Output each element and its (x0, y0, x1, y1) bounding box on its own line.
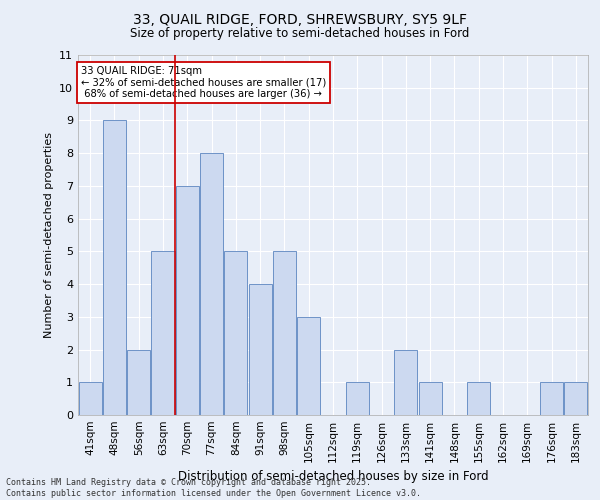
Bar (200, 153, 223, 415)
Text: 33 QUAIL RIDGE: 71sqm
← 32% of semi-detached houses are smaller (17)
 68% of sem: 33 QUAIL RIDGE: 71sqm ← 32% of semi-deta… (80, 66, 326, 99)
Bar (79, 382, 101, 415)
Text: Size of property relative to semi-detached houses in Ford: Size of property relative to semi-detach… (130, 28, 470, 40)
Bar (394, 350, 418, 415)
Bar (467, 382, 490, 415)
Bar (419, 382, 442, 415)
Y-axis label: Number of semi-detached properties: Number of semi-detached properties (44, 132, 53, 338)
Bar (565, 382, 587, 415)
Bar (248, 284, 272, 415)
X-axis label: Distribution of semi-detached houses by size in Ford: Distribution of semi-detached houses by … (178, 470, 488, 484)
Bar (540, 382, 563, 415)
Text: 33, QUAIL RIDGE, FORD, SHREWSBURY, SY5 9LF: 33, QUAIL RIDGE, FORD, SHREWSBURY, SY5 9… (133, 12, 467, 26)
Bar (151, 252, 175, 415)
Bar (346, 382, 369, 415)
Text: Contains HM Land Registry data © Crown copyright and database right 2025.
Contai: Contains HM Land Registry data © Crown c… (6, 478, 421, 498)
Bar (103, 120, 126, 415)
Bar (273, 252, 296, 415)
Bar (224, 252, 247, 415)
Bar (176, 186, 199, 415)
Bar (297, 317, 320, 415)
Bar (127, 350, 150, 415)
